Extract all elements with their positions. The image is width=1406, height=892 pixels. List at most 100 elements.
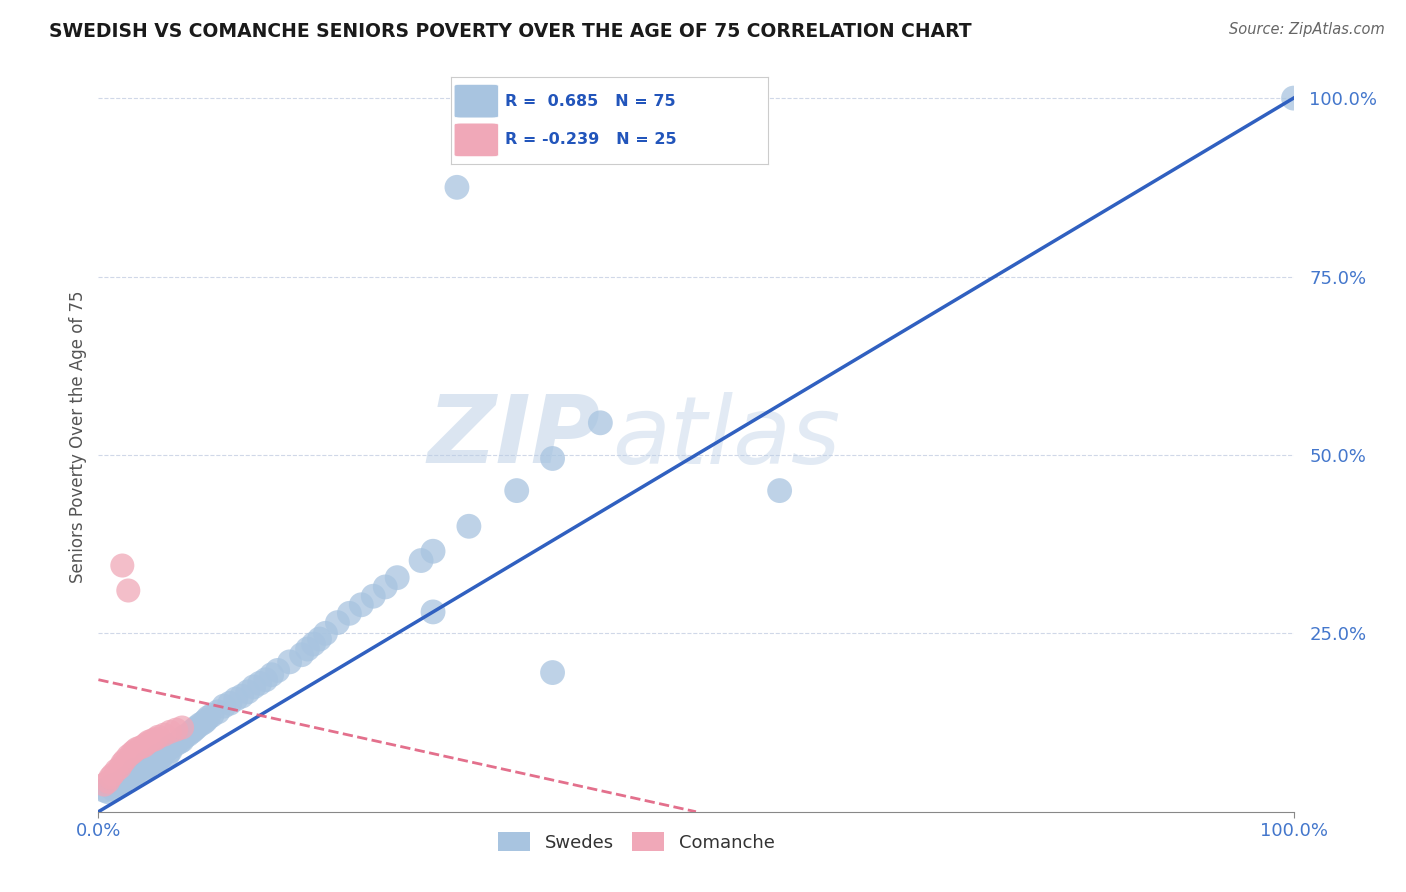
Point — [297, 642, 319, 657]
Point — [186, 721, 208, 735]
Point — [201, 708, 224, 723]
Point — [159, 724, 181, 739]
Point — [207, 705, 229, 719]
Point — [422, 544, 444, 558]
Point — [159, 740, 181, 755]
Point — [231, 689, 253, 703]
Point — [458, 519, 481, 533]
Point — [308, 632, 330, 646]
Point — [148, 749, 170, 764]
Point — [350, 598, 373, 612]
Point — [243, 680, 266, 694]
Point — [101, 767, 124, 781]
Point — [153, 746, 176, 760]
Point — [589, 416, 612, 430]
Point — [145, 755, 167, 769]
Point — [124, 767, 146, 781]
Point — [159, 744, 181, 758]
Point — [212, 699, 235, 714]
Point — [374, 580, 396, 594]
Point — [219, 696, 242, 710]
Point — [138, 758, 160, 772]
Point — [141, 756, 163, 771]
Point — [236, 685, 259, 699]
Point — [156, 747, 179, 762]
Point — [162, 739, 184, 753]
Point — [141, 733, 163, 747]
Point — [315, 626, 337, 640]
Point — [541, 451, 564, 466]
Point — [260, 667, 283, 681]
Point — [98, 780, 122, 794]
Point — [172, 733, 194, 747]
Text: SWEDISH VS COMANCHE SENIORS POVERTY OVER THE AGE OF 75 CORRELATION CHART: SWEDISH VS COMANCHE SENIORS POVERTY OVER… — [49, 22, 972, 41]
Point — [768, 483, 790, 498]
Point — [149, 751, 172, 765]
Point — [153, 728, 176, 742]
Point — [180, 724, 202, 739]
Y-axis label: Seniors Poverty Over the Age of 75: Seniors Poverty Over the Age of 75 — [69, 291, 87, 583]
Point — [111, 558, 134, 573]
Text: atlas: atlas — [613, 392, 841, 483]
Point — [422, 605, 444, 619]
Point — [326, 615, 349, 630]
Point — [121, 746, 143, 760]
Point — [195, 714, 218, 728]
Point — [124, 764, 146, 778]
Point — [339, 607, 361, 621]
Point — [165, 723, 187, 737]
Point — [385, 571, 409, 585]
Text: ZIP: ZIP — [427, 391, 600, 483]
Point — [105, 778, 128, 792]
Point — [267, 664, 290, 678]
Point — [138, 735, 160, 749]
Point — [93, 778, 115, 792]
Point — [183, 723, 205, 737]
Point — [193, 715, 215, 730]
Point — [165, 737, 187, 751]
Point — [125, 765, 148, 780]
Point — [249, 676, 271, 690]
Point — [173, 730, 195, 744]
Point — [446, 180, 468, 194]
Point — [108, 776, 131, 790]
Point — [125, 742, 148, 756]
Point — [132, 764, 155, 778]
Point — [132, 739, 155, 753]
Point — [254, 673, 277, 687]
Point — [101, 781, 124, 796]
Point — [197, 710, 219, 724]
Point — [145, 731, 167, 746]
Legend: Swedes, Comanche: Swedes, Comanche — [491, 825, 782, 859]
Point — [177, 728, 200, 742]
Point — [97, 785, 120, 799]
Point — [541, 665, 564, 680]
Point — [117, 749, 139, 764]
Point — [93, 783, 115, 797]
Point — [117, 771, 139, 785]
Point — [114, 753, 136, 767]
Point — [225, 692, 247, 706]
Point — [148, 730, 170, 744]
Point — [98, 771, 122, 785]
Point — [129, 762, 152, 776]
Point — [302, 637, 325, 651]
Point — [135, 760, 157, 774]
Point — [148, 753, 170, 767]
Point — [188, 717, 211, 731]
Point — [135, 737, 157, 751]
Point — [172, 721, 194, 735]
Point — [108, 760, 131, 774]
Point — [169, 735, 191, 749]
Point — [105, 764, 128, 778]
Point — [124, 744, 146, 758]
Point — [506, 483, 529, 498]
Point — [117, 583, 139, 598]
Point — [111, 774, 134, 789]
Point — [411, 553, 433, 567]
Point — [363, 589, 385, 603]
Point — [1282, 91, 1305, 105]
Text: Source: ZipAtlas.com: Source: ZipAtlas.com — [1229, 22, 1385, 37]
Point — [278, 655, 301, 669]
Point — [97, 774, 120, 789]
